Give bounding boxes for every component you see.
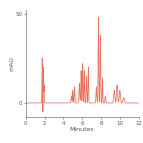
Y-axis label: mAU: mAU — [9, 56, 14, 71]
X-axis label: Minutes: Minutes — [70, 127, 95, 132]
